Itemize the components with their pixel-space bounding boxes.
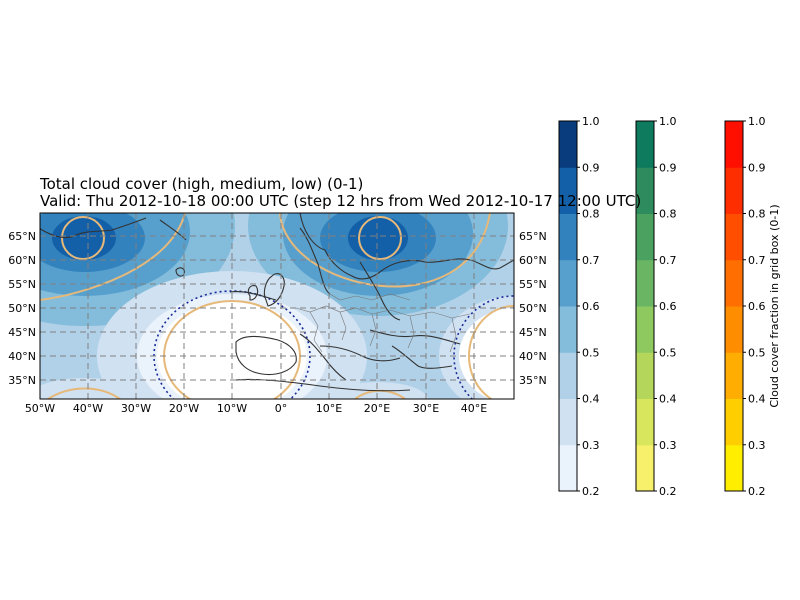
lon-label: 20°W xyxy=(169,402,199,415)
colorbar-tick-label: 1.0 xyxy=(582,115,600,128)
plot-title: Total cloud cover (high, medium, low) (0… xyxy=(40,175,364,193)
colorbars: 0.20.30.40.50.60.70.80.91.00.20.30.40.50… xyxy=(558,115,781,498)
lon-label: 0° xyxy=(275,402,288,415)
colorbar-tick-label: 0.8 xyxy=(582,208,600,221)
colorbar-tick-label: 0.6 xyxy=(748,300,766,313)
lat-label: 40°N xyxy=(519,350,547,363)
colorbar-tick-label: 0.5 xyxy=(659,346,677,359)
lon-label: 40°W xyxy=(73,402,103,415)
colorbar-tick-label: 1.0 xyxy=(748,115,766,128)
colorbar-label: Cloud cover fraction in grid box (0-1) xyxy=(768,204,781,407)
colorbar-tick-label: 0.6 xyxy=(582,300,600,313)
colorbar-segment xyxy=(559,121,577,168)
lat-label: 35°N xyxy=(519,374,547,387)
colorbar-segment xyxy=(559,306,577,353)
lon-label: 30°W xyxy=(121,402,151,415)
colorbar-tick-label: 0.2 xyxy=(659,485,677,498)
lon-labels: 50°W 40°W 30°W 20°W 10°W 0° 10°E 20°E 30… xyxy=(25,402,487,415)
colorbar-segment xyxy=(636,398,654,446)
colorbar-segment xyxy=(559,352,577,399)
colorbar-segment xyxy=(559,259,577,307)
colorbar-reds: 0.2 0.3 0.4 0.5 0.6 0.7 0.8 0.9 1.0 Cloud cover f… xyxy=(724,115,781,498)
lat-label: 60°N xyxy=(519,254,547,267)
lat-label: 45°N xyxy=(519,326,547,339)
colorbar-tick-label: 0.9 xyxy=(582,161,600,174)
colorbar-tick-label: 0.7 xyxy=(659,254,677,267)
lon-label: 10°E xyxy=(316,402,342,415)
colorbar-segment xyxy=(725,121,743,168)
colorbar-segment xyxy=(636,167,654,214)
colorbar-segment xyxy=(725,213,743,261)
lat-label: 65°N xyxy=(519,230,547,243)
colorbar-tick-label: 0.8 xyxy=(748,208,766,221)
colorbar-tick-label: 0.4 xyxy=(659,393,677,406)
colorbar-segment xyxy=(636,444,654,492)
colorbar-tick-label: 0.4 xyxy=(748,393,766,406)
plot-subtitle: Valid: Thu 2012-10-18 00:00 UTC (step 12… xyxy=(40,192,642,210)
colorbar-segment xyxy=(559,213,577,261)
lat-label: 45°N xyxy=(8,326,36,339)
colorbar-tick-label: 0.8 xyxy=(659,208,677,221)
colorbar-tick-label: 0.3 xyxy=(748,439,766,452)
colorbar-segment xyxy=(725,167,743,214)
lon-label: 10°W xyxy=(217,402,247,415)
country-borders xyxy=(295,293,471,353)
colorbar-segment xyxy=(725,444,743,492)
lon-label: 40°E xyxy=(461,402,487,415)
colorbar-tick-label: 0.3 xyxy=(659,439,677,452)
colorbar-tick-label: 0.6 xyxy=(659,300,677,313)
lat-label: 55°N xyxy=(519,278,547,291)
colorbar-tick-label: 0.5 xyxy=(582,346,600,359)
colorbar-tick-label: 0.9 xyxy=(748,161,766,174)
lat-label: 50°N xyxy=(519,302,547,315)
colorbar-segment xyxy=(725,398,743,446)
colorbar-segment xyxy=(725,352,743,399)
colorbar-segment xyxy=(725,259,743,307)
colorbar-tick-label: 1.0 xyxy=(659,115,677,128)
colorbar-segment xyxy=(636,306,654,353)
lon-label: 50°W xyxy=(25,402,55,415)
colorbar-tick-label: 0.5 xyxy=(748,346,766,359)
colorbar-segment xyxy=(559,167,577,214)
lat-label: 55°N xyxy=(8,278,36,291)
colorbar-tick-label: 0.7 xyxy=(582,254,600,267)
colorbar-greens: 0.2 0.3 0.4 0.5 0.6 0.7 0.8 0.9 1.0 xyxy=(635,115,677,498)
colorbar-tick-label: 0.3 xyxy=(582,439,600,452)
lon-label: 20°E xyxy=(364,402,390,415)
colorbar-tick-label: 0.4 xyxy=(582,393,600,406)
lat-label: 35°N xyxy=(8,374,36,387)
colorbar-segment xyxy=(636,259,654,307)
colorbar-tick-label: 0.7 xyxy=(748,254,766,267)
lat-label: 60°N xyxy=(8,254,36,267)
colorbar-tick-label: 0.2 xyxy=(748,485,766,498)
cloud-cover-field xyxy=(40,213,514,399)
colorbar-segment xyxy=(559,398,577,446)
lat-labels-left: 65°N 60°N 55°N 50°N 45°N 40°N 35°N xyxy=(8,230,36,387)
colorbar-tick-label: 0.2 xyxy=(582,485,600,498)
map-frame xyxy=(39,212,515,400)
lat-label: 65°N xyxy=(8,230,36,243)
colorbar-blues: 0.2 0.3 0.4 0.5 0.6 0.7 0.8 0.9 1.0 xyxy=(558,115,600,498)
lat-label: 40°N xyxy=(8,350,36,363)
colorbar-segment xyxy=(636,121,654,168)
colorbar-tick-label: 0.9 xyxy=(659,161,677,174)
graticule xyxy=(40,213,514,399)
colorbar-segment xyxy=(725,306,743,353)
colorbar-segment xyxy=(636,352,654,399)
colorbar-segment xyxy=(636,213,654,261)
lat-label: 50°N xyxy=(8,302,36,315)
colorbar-segment xyxy=(559,444,577,492)
lat-labels-right: 65°N 60°N 55°N 50°N 45°N 40°N 35°N xyxy=(519,230,547,387)
lon-label: 30°E xyxy=(413,402,439,415)
